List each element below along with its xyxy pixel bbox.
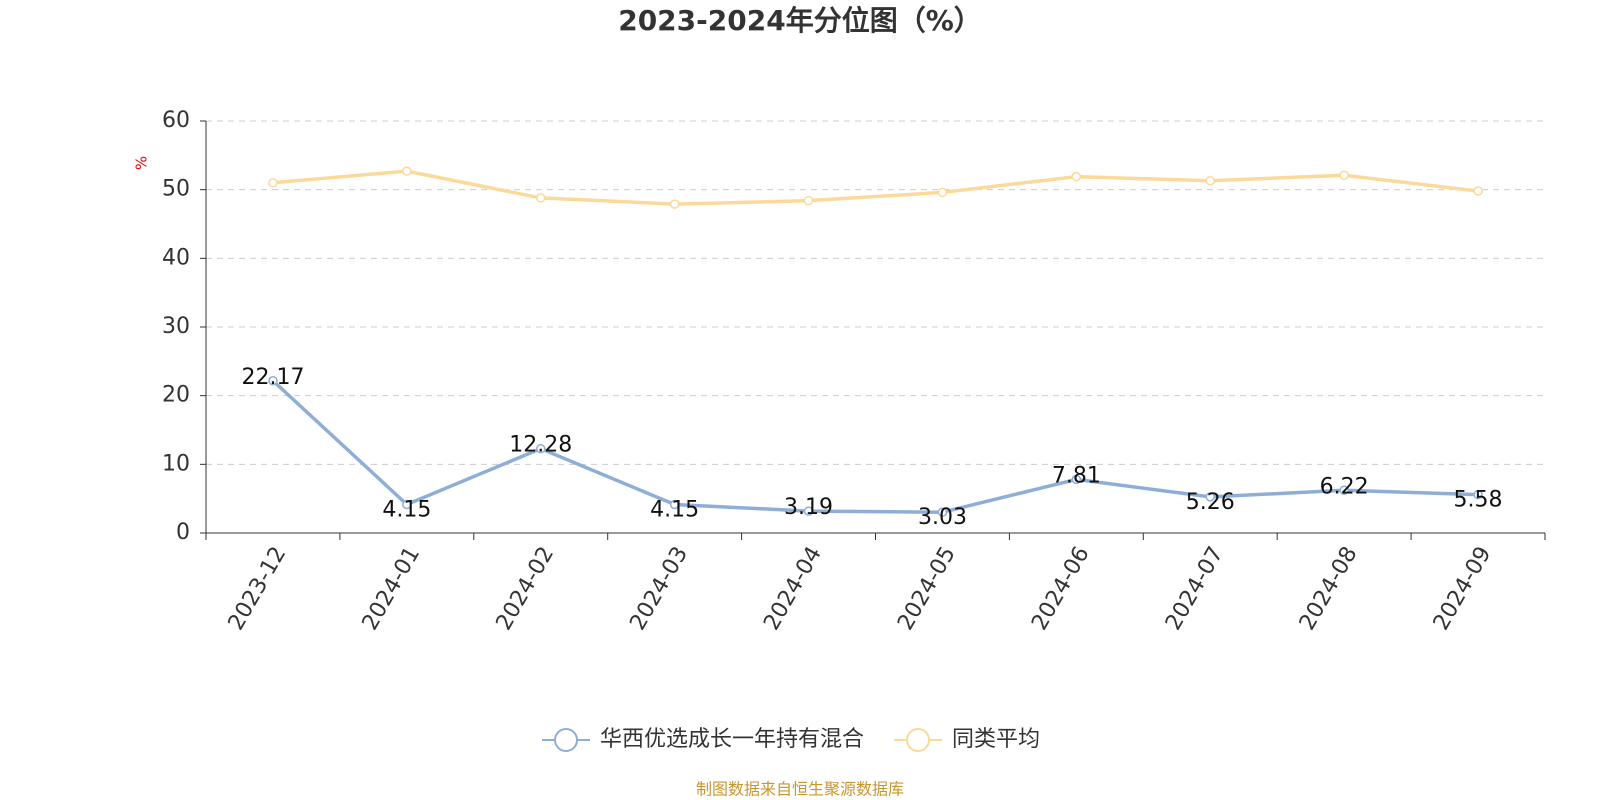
data-label: 22.17 bbox=[241, 365, 304, 390]
data-label: 12.28 bbox=[509, 433, 572, 458]
data-label: 5.58 bbox=[1454, 488, 1503, 513]
x-tick-label: 2024-06 bbox=[1027, 543, 1095, 635]
point bbox=[268, 178, 278, 188]
point bbox=[803, 195, 814, 206]
point bbox=[402, 166, 412, 176]
x-tick-label: 2024-08 bbox=[1295, 543, 1363, 635]
point bbox=[1473, 489, 1483, 500]
point bbox=[268, 376, 278, 386]
data-label: 7.81 bbox=[1052, 463, 1101, 488]
legend-label: 华西优选成长一年持有混合 bbox=[600, 727, 864, 752]
y-tick-label: 50 bbox=[162, 177, 190, 202]
y-tick-label: 30 bbox=[162, 314, 190, 339]
series-line bbox=[272, 169, 1479, 206]
x-tick-label: 2024-01 bbox=[358, 543, 426, 635]
y-tick-label: 40 bbox=[162, 245, 190, 270]
point bbox=[402, 499, 412, 510]
x-tick-label: 2024-09 bbox=[1429, 543, 1497, 635]
data-label: 6.22 bbox=[1320, 474, 1369, 499]
point bbox=[937, 507, 948, 517]
y-tick-label: 20 bbox=[162, 383, 190, 408]
data-label: 4.15 bbox=[650, 498, 699, 523]
point bbox=[1071, 474, 1082, 485]
source-note: 制图数据来自恒生聚源数据库 bbox=[696, 780, 904, 799]
legend-marker bbox=[554, 728, 578, 752]
point bbox=[803, 506, 814, 516]
x-tick-label: 2024-07 bbox=[1161, 543, 1229, 635]
point bbox=[1071, 171, 1082, 182]
y-axis-label: % bbox=[133, 156, 151, 170]
x-tick-label: 2024-02 bbox=[492, 543, 560, 635]
y-tick-label: 10 bbox=[162, 451, 190, 476]
legend-marker bbox=[906, 728, 931, 752]
y-tick-label: 60 bbox=[162, 108, 190, 133]
x-tick-label: 2024-04 bbox=[759, 543, 827, 635]
point bbox=[1339, 170, 1349, 180]
point bbox=[536, 443, 546, 454]
point bbox=[937, 187, 948, 198]
chart-title: 2023-2024年分位图（%） bbox=[618, 4, 982, 37]
data-label: 4.15 bbox=[382, 498, 431, 523]
point bbox=[669, 499, 680, 510]
x-tick-label: 2024-05 bbox=[893, 543, 961, 635]
point bbox=[669, 199, 680, 209]
point bbox=[1339, 485, 1349, 496]
legend-label: 同类平均 bbox=[952, 727, 1040, 752]
x-tick-label: 2023-12 bbox=[224, 543, 292, 635]
point bbox=[1205, 492, 1215, 502]
point bbox=[536, 193, 546, 203]
data-label: 5.26 bbox=[1186, 490, 1235, 515]
x-tick-label: 2024-03 bbox=[625, 543, 693, 635]
data-label: 3.19 bbox=[784, 495, 833, 520]
point bbox=[1473, 186, 1483, 196]
point bbox=[1205, 175, 1215, 186]
y-tick-label: 0 bbox=[176, 520, 190, 545]
series-line bbox=[271, 379, 1479, 514]
data-label: 3.03 bbox=[918, 505, 967, 530]
